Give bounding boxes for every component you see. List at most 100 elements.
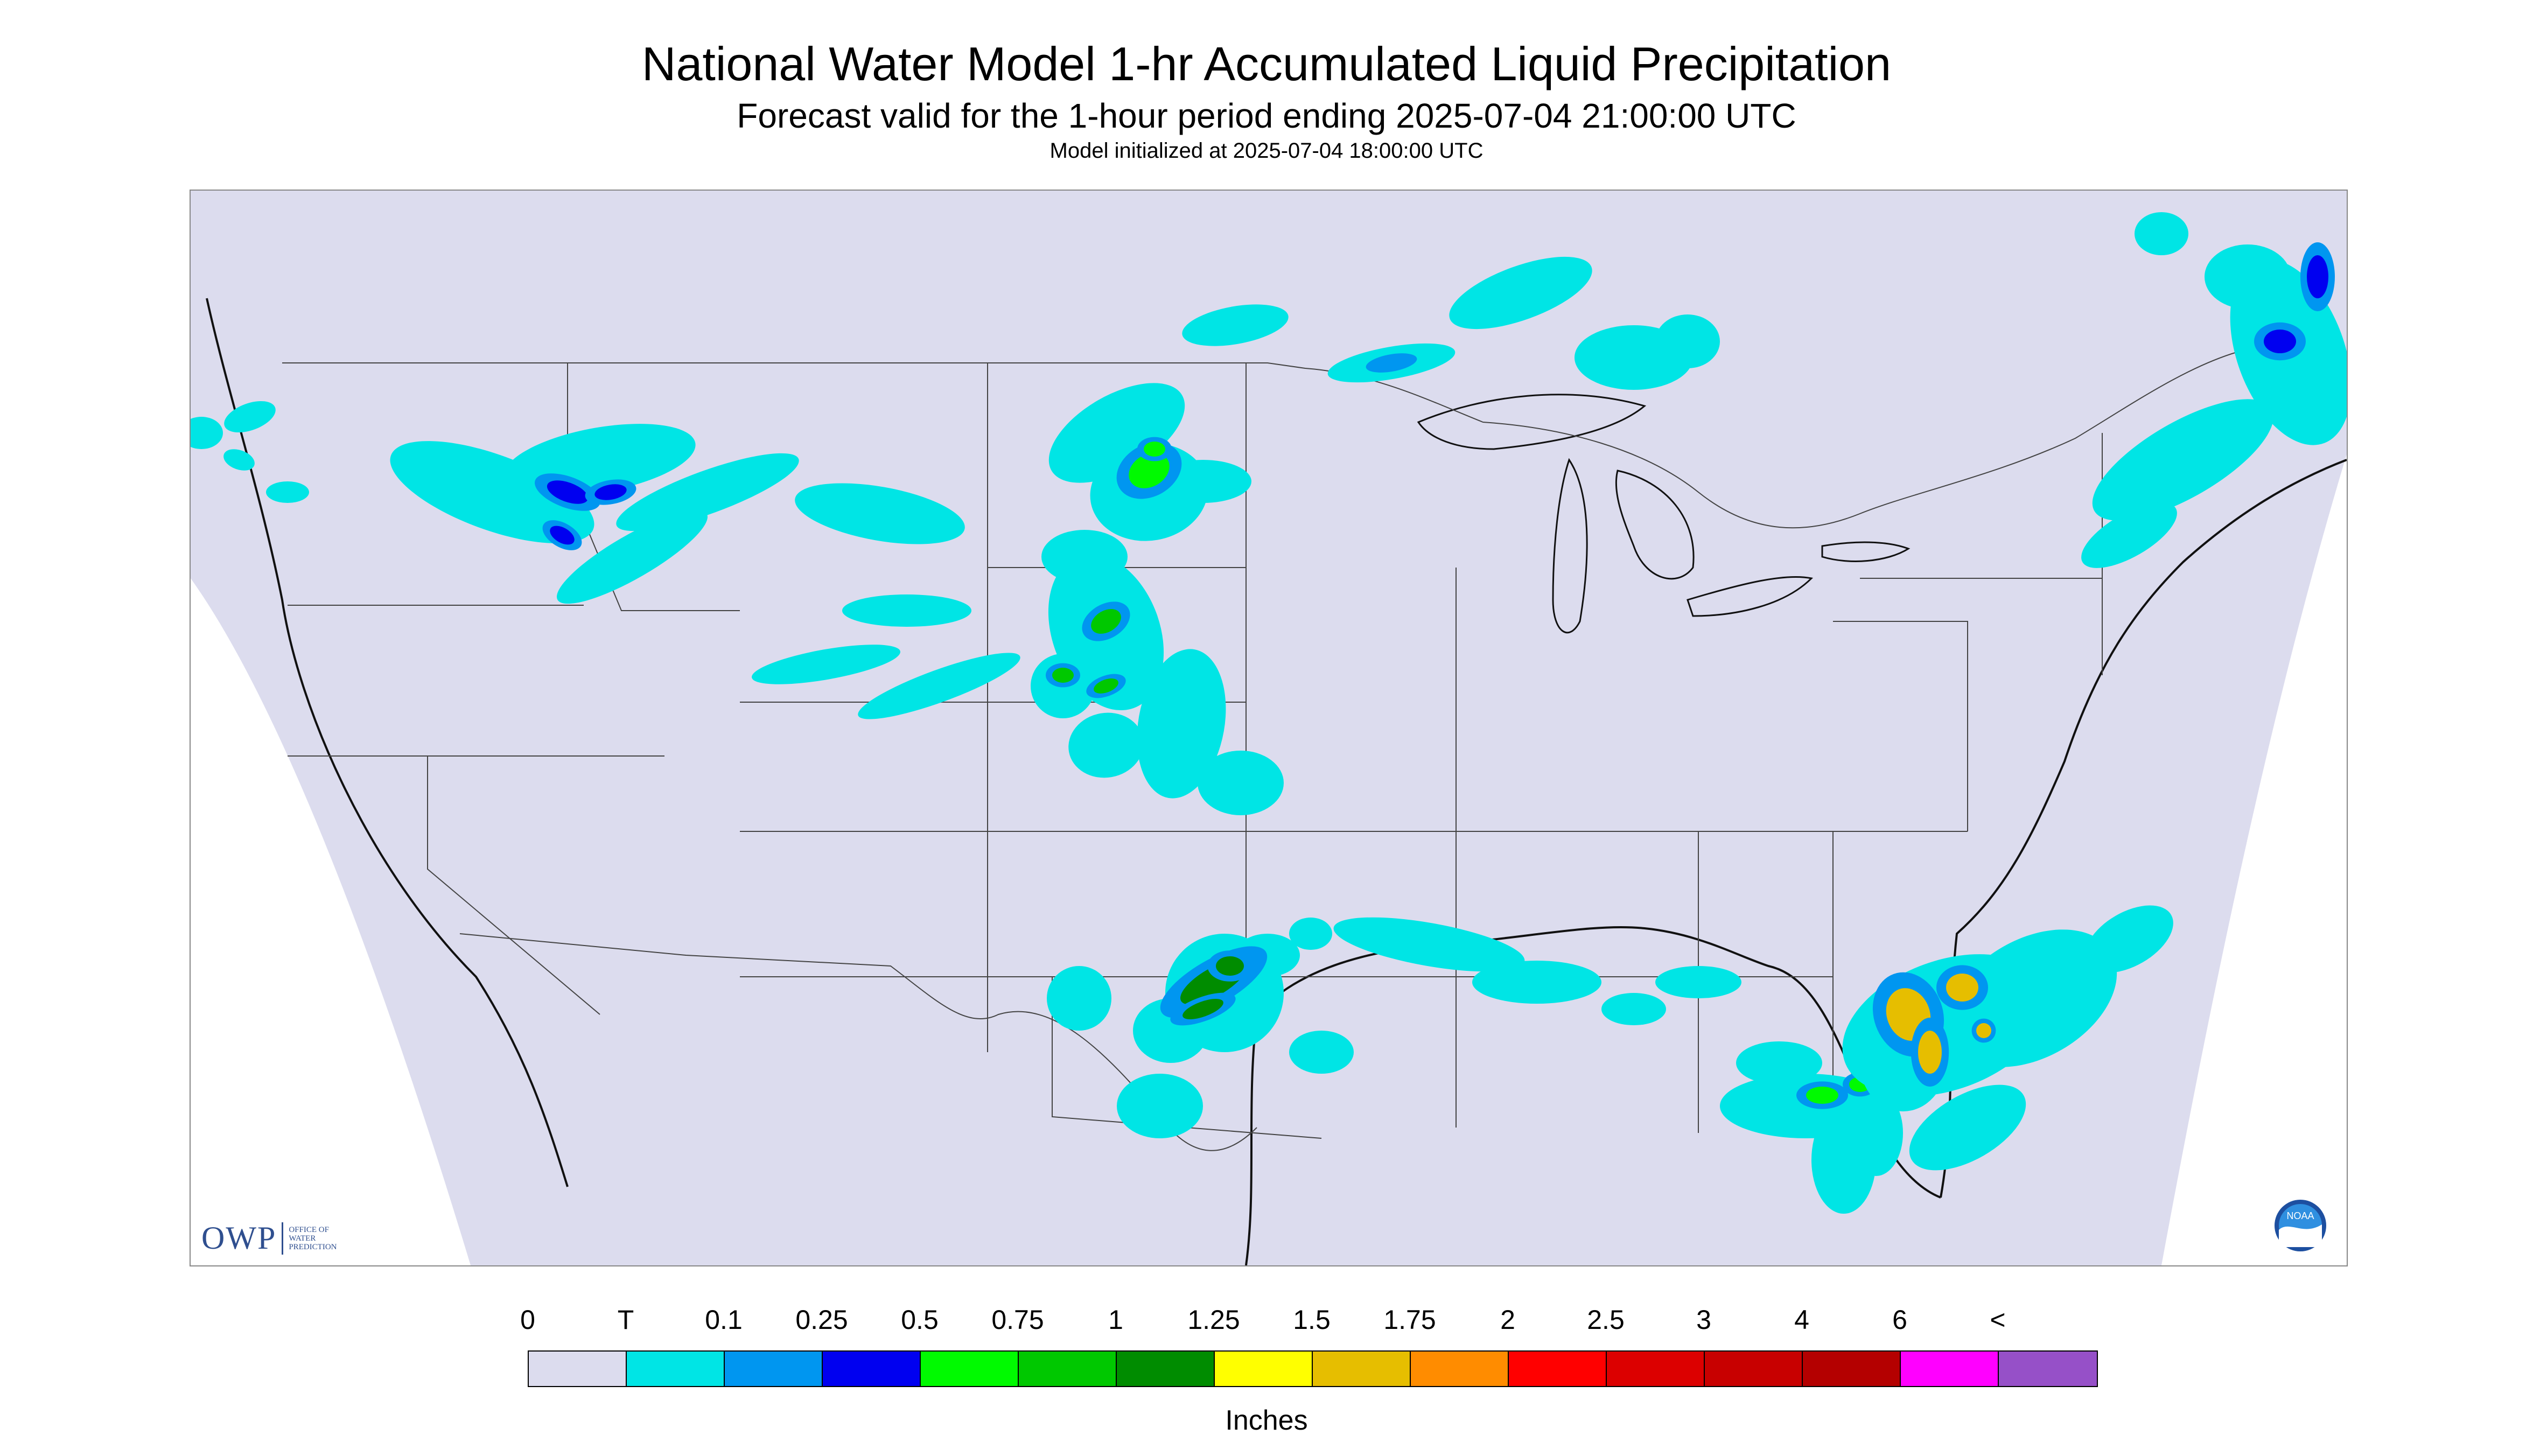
precip-blob-core (2307, 255, 2328, 298)
legend-swatch (1411, 1352, 1509, 1386)
legend-label: 0.25 (795, 1305, 848, 1335)
precip-blob-core (1216, 956, 1244, 976)
precip-blob (1289, 1031, 1354, 1074)
domain-background (191, 191, 2347, 1265)
precip-blob (1198, 751, 1284, 815)
precip-blob (1472, 961, 1601, 1004)
legend-swatch (1019, 1352, 1117, 1386)
precip-blob-core (594, 484, 627, 500)
precip-blob-core (550, 526, 575, 545)
precip-blob-core (2264, 330, 2296, 353)
legend-swatch (1117, 1352, 1215, 1386)
noaa-logo: NOAA (2275, 1200, 2326, 1251)
lake-ontario (1821, 541, 1911, 562)
mexico-coast-line (1245, 1014, 1258, 1265)
lake-superior (1417, 394, 1647, 450)
legend-label: 1.5 (1293, 1305, 1331, 1335)
precip-area (191, 401, 309, 503)
legend-label: 1.25 (1187, 1305, 1240, 1335)
legend-label: 3 (1696, 1305, 1711, 1335)
legend-swatch (1509, 1352, 1607, 1386)
noaa-logo-text: NOAA (2286, 1210, 2314, 1221)
precip-blob (1601, 993, 1666, 1025)
precip-blob (1289, 918, 1332, 950)
precip-blob (1736, 1041, 1822, 1084)
legend-label: 0.75 (991, 1305, 1044, 1335)
owp-logo-letters: OWP (201, 1220, 277, 1256)
model-init-line: Model initialized at 2025-07-04 18:00:00… (1049, 139, 1484, 163)
valid-time-subtitle: Forecast valid for the 1-hour period end… (737, 96, 1796, 135)
legend-label: 0 (520, 1305, 535, 1335)
precip-blob-core (1976, 1023, 1991, 1038)
precip-blob (795, 483, 965, 544)
precipitation-layer (191, 212, 2347, 1214)
precip-blob-core (547, 480, 589, 504)
precip-blob (1137, 649, 1226, 799)
precip-area (1041, 383, 1251, 584)
precip-blob (2205, 244, 2291, 309)
page-title: National Water Model 1-hr Accumulated Li… (641, 37, 1892, 90)
legend-label: 0.5 (901, 1305, 939, 1335)
lake-huron (1615, 470, 1695, 580)
legend-swatch (1313, 1352, 1411, 1386)
precip-area (1182, 256, 1720, 390)
precip-blob (223, 449, 255, 471)
legend-swatch (1705, 1352, 1803, 1386)
precip-blob (1849, 1090, 1903, 1176)
map-domain (191, 191, 2347, 1265)
legend-colorbar (528, 1350, 2098, 1387)
legend-swatch (725, 1352, 823, 1386)
us-mexico-border (459, 933, 1257, 1151)
border-ok-tx (1052, 977, 1322, 1139)
precip-blob-core (1375, 356, 1408, 369)
precip-blob (1182, 304, 1289, 346)
lake-erie (1687, 576, 1814, 617)
great-lakes-layer (1417, 394, 1911, 634)
legend-swatch (1607, 1352, 1705, 1386)
legend-label: 4 (1794, 1305, 1809, 1335)
precip-blob (2081, 502, 2177, 568)
precip-area (1842, 905, 2173, 1171)
precip-blob (1909, 1084, 2026, 1171)
legend-label: 2.5 (1587, 1305, 1625, 1335)
legend-label: 2 (1500, 1305, 1515, 1335)
legend-swatch (823, 1352, 921, 1386)
legend-label: 6 (1892, 1305, 1907, 1335)
precip-blob (2092, 399, 2274, 521)
precip-blob (390, 441, 594, 543)
precip-blob-core (1806, 1087, 1838, 1104)
legend-swatch (921, 1352, 1019, 1386)
legend-swatch (1803, 1352, 1901, 1386)
legend-swatch (1999, 1352, 2097, 1386)
legend-swatch (1215, 1352, 1313, 1386)
precip-blob (1048, 383, 1185, 483)
lake-michigan (1552, 458, 1588, 634)
precip-blob-core (1091, 609, 1121, 634)
legend-label: 0.1 (705, 1305, 743, 1335)
owp-logo: OWP OFFICE OF WATER PREDICTION (201, 1220, 353, 1257)
precip-blob-core (1052, 668, 1074, 683)
precip-blob (191, 417, 223, 449)
legend-label: 1.75 (1383, 1305, 1436, 1335)
legend-label: 1 (1108, 1305, 1123, 1335)
precip-blob-core (1918, 1031, 1942, 1074)
precip-blob (2135, 212, 2188, 255)
precip-blob (1655, 314, 1720, 368)
west-coast-line (206, 298, 569, 1187)
precip-area (1133, 918, 1332, 1063)
border-oh-pa (1833, 621, 1968, 831)
precip-blob-core (1129, 453, 1170, 488)
precip-blob (1449, 256, 1592, 330)
owp-logo-text: OFFICE OF WATER PREDICTION (289, 1225, 337, 1251)
precip-area (390, 424, 1020, 719)
legend-swatch (627, 1352, 725, 1386)
precip-blob (616, 453, 799, 531)
precipitation-map[interactable]: OWP OFFICE OF WATER PREDICTION NOAA (190, 190, 2348, 1266)
legend-units: Inches (1225, 1405, 1308, 1436)
precip-blob (1333, 917, 1525, 972)
legend-swatch (529, 1352, 627, 1386)
precip-blob-core (1094, 678, 1118, 694)
precip-area (1031, 554, 1284, 815)
legend-label: T (617, 1305, 634, 1335)
precip-blob-core (1144, 442, 1165, 457)
